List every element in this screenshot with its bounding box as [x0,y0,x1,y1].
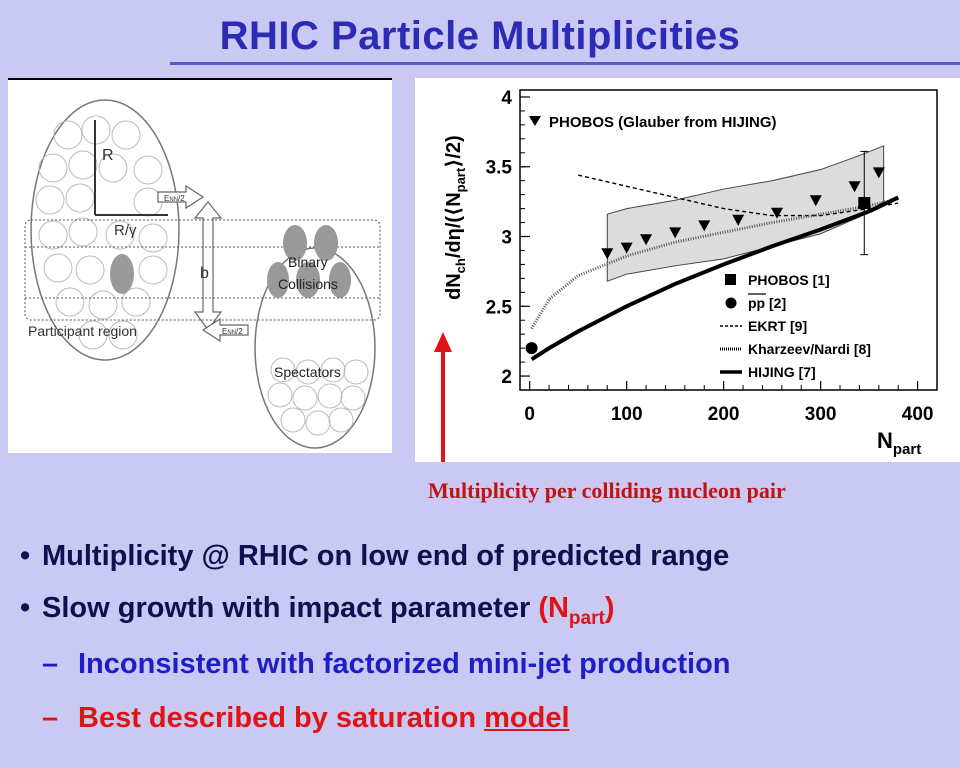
left-nucleus [30,99,180,361]
label-r-gamma: R/γ [114,222,137,239]
binary-collision-nucleons [267,225,351,298]
multiplicity-chart-svg: 0 100 200 300 400 2 2.5 3 3.5 4 dNch/dη/(⟨Npart⟩/… [434,88,938,462]
x-tick-label: 0 [524,404,535,425]
legend-circle-marker [725,297,737,309]
red-arrow-head [434,332,452,352]
triangle-marker [669,227,682,239]
npart-term: (Npart) [538,592,615,629]
x-tick-label: 300 [805,404,837,425]
legend-label-pp: pp [2] [748,295,786,311]
triangle-marker [872,167,885,179]
legend-label-ekrt: EKRT [9] [748,318,807,334]
circle-marker [525,342,538,355]
right-nucleons [267,357,369,436]
label-enn-bottom: ENN/2 [222,327,243,336]
y-tick-label: 3.5 [486,158,513,179]
page-title: RHIC Particle Multiplicities [219,14,741,58]
legend-label-kharzeev: Kharzeev/Nardi [8] [748,341,871,357]
data-markers [525,150,885,355]
triangle-marker [698,220,711,232]
square-marker [858,197,871,210]
triangle-marker [848,181,861,193]
chart-caption: Multiplicity per colliding nucleon pair [428,478,786,503]
legend-triangle-marker [529,116,541,126]
sub-bullet-1: – Inconsistent with factorized mini-jet p… [42,648,731,680]
triangle-marker [809,195,822,207]
collision-diagram-svg: R R/γ ENN/2 b Participant region ENN/2 B… [24,99,381,449]
triangle-marker [732,214,745,226]
label-enn-top: ENN/2 [164,194,185,203]
title-underline [170,62,960,65]
y-tick-label: 2.5 [486,297,513,318]
series-line-dashed [578,174,899,217]
triangle-marker [601,248,614,260]
y-tick-label: 2 [501,367,512,388]
participant-region-box [24,219,381,321]
label-collisions: Collisions [278,276,338,292]
bullet-item-1: • Multiplicity @ RHIC on low end of predi… [20,540,730,572]
collision-diagram: R R/γ ENN/2 b Participant region ENN/2 B… [8,78,392,453]
legend: PHOBOS [1] pp [2] EKRT [9] Kharzeev/Nard… [720,272,871,380]
plot-frame [519,89,938,391]
axis-ticks: 0 100 200 300 400 2 2.5 3 3.5 4 [486,88,934,425]
x-axis-label: Npart [877,428,921,458]
y-tick-label: 3 [501,228,512,249]
x-tick-label: 100 [611,404,643,425]
beam-energy-arrow-right [157,184,205,210]
legend-square-marker [725,274,736,285]
label-spectators: Spectators [274,364,341,380]
sub-bullet-2: – Best described by saturation model [42,702,570,734]
series-line-solid [530,195,900,361]
y-axis-label: dNch/dη/(⟨Npart⟩/2) [443,135,468,300]
triangle-marker [640,234,653,246]
x-tick-label: 400 [902,404,934,425]
bullet-dot: • [20,592,31,624]
y-tick-label: 4 [501,88,512,109]
label-b: b [200,265,209,282]
legend-label-phobos: PHOBOS [1] [748,272,830,288]
model-lines [530,174,900,361]
saturation-model-link[interactable]: model [484,702,570,734]
triangle-marker [620,242,633,254]
label-r: R [102,147,114,164]
label-binary: Binary [288,254,328,270]
label-participant-region: Participant region [28,323,137,339]
bullet-dot: • [20,540,31,572]
legend-top-label: PHOBOS (Glauber from HIJING) [549,114,777,131]
triangle-marker [770,207,783,219]
legend-label-hijing: HIJING [7] [748,364,816,380]
uncertainty-band [606,145,885,282]
series-line-dotted [530,197,899,330]
multiplicity-chart: 0 100 200 300 400 2 2.5 3 3.5 4 dNch/dη/(⟨Npart⟩/… [415,78,960,462]
left-participant-nucleon [110,254,134,294]
x-tick-label: 200 [708,404,740,425]
bullet-item-2: • Slow growth with impact parameter (Npar… [20,592,615,629]
beam-energy-arrow-left [201,317,249,343]
